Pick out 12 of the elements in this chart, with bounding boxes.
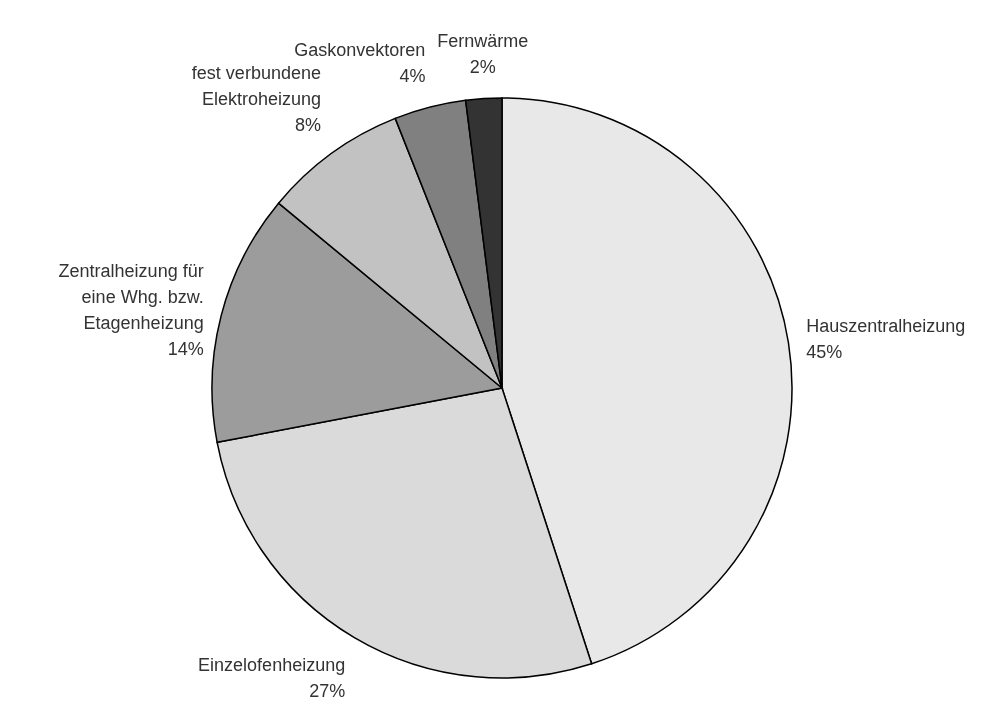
data-label: 45% (806, 341, 843, 362)
slice-label: Fernwärme (437, 30, 529, 51)
data-label: 4% (399, 65, 426, 86)
slice-label: fest verbundene Elektroheizung (191, 62, 321, 109)
slice-label: Zentralheizung für eine Whg. bzw. Etagenheizung (58, 261, 204, 334)
slice-label: Einzelofenheizung (198, 655, 346, 676)
data-label: 2% (469, 56, 496, 77)
slice-label: Hauszentralheizung (806, 315, 966, 336)
data-label: 8% (294, 114, 321, 135)
slice-label: Gaskonvektoren (294, 39, 426, 60)
data-label: 27% (309, 681, 346, 702)
data-label: 14% (167, 339, 204, 360)
